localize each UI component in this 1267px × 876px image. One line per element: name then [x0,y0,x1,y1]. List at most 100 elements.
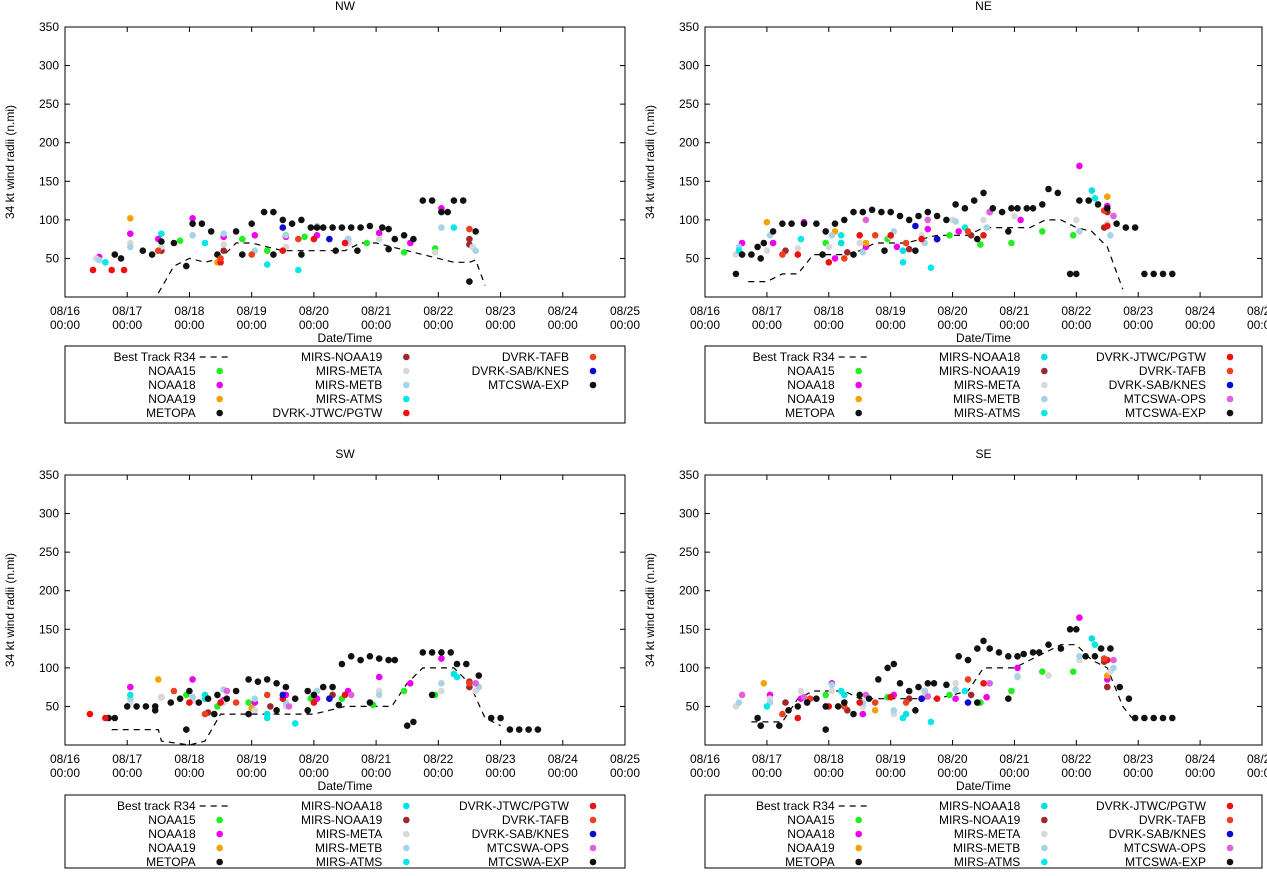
point-mirs-atms [263,714,271,722]
x-tick-label: 08/21 00:00 [999,304,1029,332]
legend-label: Best Track R34 [753,350,835,364]
point-mtcswa-exp [475,672,483,679]
legend-marker [403,367,410,375]
point-mtcswa-exp [915,212,922,220]
point-mtcswa-exp [1097,645,1105,652]
point-noaa15 [977,241,984,248]
point-dvrk-jtwc-pgtw [341,239,349,247]
legend-label: MIRS-METB [315,378,382,392]
x-tick-label-line: 00:00 [876,766,906,780]
point-mtcswa-exp [279,216,287,224]
point-mirs-atms [102,259,109,266]
point-noaa15 [1039,668,1046,675]
legend-marker [1041,409,1048,417]
point-mtcswa-exp [419,649,427,656]
point-mtcswa-exp [463,660,470,668]
y-tick-label: 100 [679,661,699,675]
point-mirs-meta [431,249,439,256]
legend-box [704,794,1263,869]
plot-frame [704,474,1263,746]
legend-marker [855,367,862,375]
point-mtcswa-exp [111,251,119,258]
y-tick-label: 100 [39,661,59,675]
x-tick-label-line: 00:00 [299,318,329,332]
x-tick-label-line: 08/20 [938,752,968,766]
point-dvrk-jtwc-pgtw [108,266,115,274]
point-mtcswa-exp [887,208,894,216]
legend-label: MTCSWA-EXP [488,855,569,869]
point-mirs-metb [890,707,898,714]
point-mtcswa-exp [1125,695,1133,702]
point-mtcswa-exp [1169,270,1176,278]
point-mtcswa-exp [298,216,305,224]
point-mtcswa-exp [1094,201,1102,208]
point-mtcswa-exp [813,220,820,227]
x-tick-label-line: 00:00 [112,318,142,332]
y-tick-label: 250 [679,97,699,111]
legend-label: MIRS-META [954,827,1020,841]
legend-label: DVRK-JTWC/PGTW [272,406,383,420]
point-mirs-atms [1091,641,1099,648]
point-noaa18 [189,676,196,683]
point-dvrk-tafb [466,680,473,687]
point-mtcswa-exp [1014,653,1021,660]
y-tick-label: 200 [39,584,59,598]
point-dvrk-tafb [232,699,240,706]
point-mtcswa-exp [841,699,848,706]
legend-marker [1226,381,1234,389]
point-mtcswa-exp [1113,220,1120,227]
point-mtcswa-exp [878,208,885,216]
point-mtcswa-exp [447,649,455,656]
y-axis-label: 34 kt wind radii (n.mi) [643,553,657,667]
legend-label: DVRK-SAB/KNES [472,364,569,378]
point-dvrk-jtwc-pgtw [102,714,109,722]
x-tick-label-line: 08/19 [237,304,267,318]
x-tick-label-line: 08/23 [486,752,516,766]
point-mirs-atms [201,239,209,247]
point-dvrk-tafb [248,251,255,258]
point-noaa15 [822,691,829,699]
x-tick-label-line: 08/16 [690,752,720,766]
x-tick-label-line: 08/18 [814,752,844,766]
x-tick-label-line: 08/24 [1185,752,1215,766]
y-tick-label: 50 [46,251,60,265]
point-metopa [117,255,125,262]
x-tick-label-line: 08/24 [1185,304,1215,318]
point-mirs-metb [251,695,259,702]
legend-label: METOPA [785,406,835,420]
point-dvrk-jtwc-pgtw [310,235,318,243]
x-tick-label: 08/21 00:00 [361,752,391,780]
point-noaa18 [127,683,134,691]
x-tick-label: 08/24 00:00 [548,304,578,332]
legend-marker [1226,353,1234,361]
point-mtcswa-exp [186,687,193,695]
y-tick-label: 50 [686,699,700,713]
point-mtcswa-exp [347,653,355,660]
point-mtcswa-exp [1169,714,1176,722]
point-dvrk-tafb [779,251,786,258]
x-tick-label: 08/22 00:00 [423,752,453,780]
point-dvrk-tafb [902,699,910,706]
legend-marker [216,830,223,838]
point-mtcswa-exp [1091,653,1099,660]
point-metopa [912,247,919,254]
legend-label: Best track R34 [756,799,835,813]
x-tick-label-line: 00:00 [237,766,267,780]
point-mirs-meta [797,687,805,695]
point-mtcswa-exp [391,656,399,664]
x-tick-label-line: 08/25 [610,304,640,318]
point-mtcswa-exp [167,699,175,706]
point-mirs-metb [1076,228,1083,235]
x-tick-label: 08/24 00:00 [1185,304,1215,332]
point-metopa [239,251,246,258]
legend-marker [1226,830,1234,838]
point-dvrk-sab-knes [326,235,333,243]
point-noaa18 [831,255,839,262]
point-mtcswa-exp [1029,205,1037,212]
point-metopa [270,251,277,258]
point-metopa [1005,695,1012,702]
best-track-line [111,667,501,746]
legend-marker [1041,395,1048,403]
point-mtcswa-ops [800,693,808,701]
legend-label: MTCSWA-OPS [487,841,569,855]
